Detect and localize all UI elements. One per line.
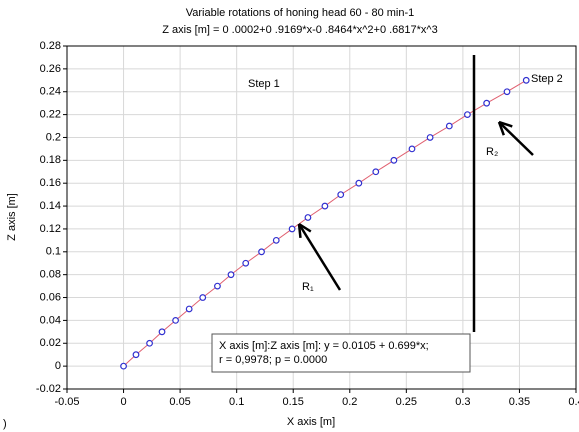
arrow-head <box>298 222 312 233</box>
annotation: R₂ <box>486 146 498 158</box>
point <box>321 202 329 210</box>
fit-line <box>123 79 527 367</box>
point <box>408 145 416 153</box>
y-tick-label: 0.06 <box>40 291 61 303</box>
point <box>390 156 398 164</box>
y-axis-label: Z axis [m] <box>6 193 18 241</box>
x-axis-label: X axis [m] <box>287 416 335 428</box>
legend-box <box>211 333 471 373</box>
y-tick-label: 0 <box>55 360 61 372</box>
chart-subtitle: Z axis [m] = 0 .0002+0 .9169*x-0 .8464*x… <box>162 24 437 36</box>
annotation: R₁ <box>302 281 314 293</box>
chart-title: Variable rotations of honing head 60 - 8… <box>186 7 415 19</box>
y-tick-label: 0.08 <box>40 269 61 281</box>
x-tick-label: 0 <box>120 396 126 408</box>
arrow <box>297 223 342 291</box>
y-tick-label: 0.02 <box>40 337 61 349</box>
point <box>258 248 265 256</box>
point <box>199 294 207 301</box>
x-tick-label: -0.05 <box>54 396 79 408</box>
point <box>158 328 166 336</box>
point <box>355 179 363 187</box>
point <box>503 88 511 96</box>
annotation: Step 1 <box>248 78 280 90</box>
point <box>372 168 380 176</box>
point <box>146 339 153 347</box>
point <box>227 271 235 279</box>
y-tick-label: 0.2 <box>46 131 61 143</box>
point <box>272 236 280 244</box>
point <box>426 134 434 141</box>
point <box>242 259 250 267</box>
x-tick-label: 0.4 <box>568 396 579 408</box>
y-tick-label: 0.16 <box>40 177 61 189</box>
arrow-head <box>297 223 302 239</box>
x-tick-label: 0.25 <box>396 396 417 408</box>
x-tick-label: 0.2 <box>342 396 357 408</box>
point <box>445 122 453 130</box>
legend-text: r = 0,9978; p = 0.0000 <box>219 354 327 366</box>
y-tick-label: 0.26 <box>40 63 61 75</box>
y-tick-label: 0.14 <box>40 200 61 212</box>
point <box>483 99 491 107</box>
x-tick-label: 0.1 <box>229 396 244 408</box>
x-tick-label: 0.35 <box>509 396 530 408</box>
legend: X axis [m]:Z axis [m]: y = 0.0105 + 0.69… <box>211 333 471 373</box>
x-tick-label: 0.3 <box>455 396 470 408</box>
x-tick-label: 0.15 <box>283 396 304 408</box>
y-tick-label: 0.1 <box>46 246 61 258</box>
y-tick-label: -0.02 <box>36 383 61 395</box>
legend-text: X axis [m]:Z axis [m]: y = 0.0105 + 0.69… <box>219 340 429 352</box>
y-tick-label: 0.28 <box>40 40 61 52</box>
point <box>214 282 221 290</box>
y-tick-label: 0.22 <box>40 109 61 121</box>
y-tick-label: 0.18 <box>40 154 61 166</box>
y-tick-label: 0.12 <box>40 223 61 235</box>
point <box>288 225 296 233</box>
arrow-head <box>497 121 505 136</box>
point <box>337 191 345 199</box>
point <box>522 76 530 84</box>
point <box>132 351 140 359</box>
plot-frame <box>66 45 577 390</box>
panel-label: ) <box>3 418 7 430</box>
point <box>172 317 179 324</box>
point <box>304 214 312 221</box>
arrow-head <box>498 120 513 128</box>
x-tick-label: 0.05 <box>169 396 190 408</box>
y-tick-label: 0.04 <box>40 314 61 326</box>
y-tick-label: 0.24 <box>40 86 61 98</box>
point <box>120 362 127 370</box>
point <box>464 111 471 118</box>
annotation: Step 2 <box>531 73 563 85</box>
arrow <box>498 121 534 156</box>
point <box>185 305 193 313</box>
